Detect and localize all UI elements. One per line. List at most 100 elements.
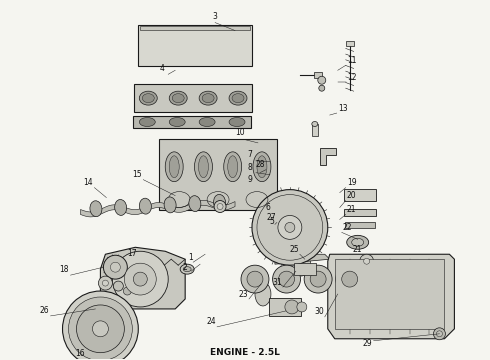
Text: 27: 27: [266, 213, 276, 222]
Circle shape: [214, 201, 226, 212]
Circle shape: [98, 276, 112, 290]
Polygon shape: [80, 200, 235, 217]
Ellipse shape: [199, 117, 215, 126]
Ellipse shape: [169, 156, 179, 178]
Ellipse shape: [214, 194, 225, 210]
Circle shape: [69, 297, 132, 360]
Bar: [312, 124, 318, 136]
Text: ENGINE - 2.5L: ENGINE - 2.5L: [210, 348, 280, 357]
Ellipse shape: [229, 91, 247, 105]
Circle shape: [252, 190, 328, 265]
Bar: [345, 222, 375, 228]
Text: 3: 3: [213, 12, 218, 21]
Text: 30: 30: [314, 307, 324, 316]
Circle shape: [110, 262, 121, 272]
Text: 4: 4: [160, 64, 165, 73]
Ellipse shape: [183, 267, 191, 272]
Circle shape: [217, 203, 223, 210]
Ellipse shape: [255, 282, 271, 306]
Ellipse shape: [229, 117, 245, 126]
Ellipse shape: [142, 94, 154, 103]
Ellipse shape: [352, 238, 364, 246]
Ellipse shape: [90, 201, 102, 217]
Ellipse shape: [172, 94, 184, 103]
Text: 24: 24: [206, 318, 216, 327]
Circle shape: [63, 291, 138, 360]
Ellipse shape: [253, 152, 271, 182]
Circle shape: [304, 265, 332, 293]
Ellipse shape: [139, 198, 151, 214]
Ellipse shape: [224, 152, 242, 182]
Polygon shape: [328, 254, 454, 339]
Circle shape: [278, 216, 302, 239]
Text: 28: 28: [255, 160, 265, 169]
Circle shape: [93, 321, 108, 337]
Bar: [346, 41, 354, 46]
Circle shape: [318, 76, 326, 84]
Bar: [134, 84, 252, 112]
Circle shape: [241, 265, 269, 293]
Ellipse shape: [115, 199, 126, 215]
Circle shape: [336, 265, 364, 293]
Text: 20: 20: [347, 191, 357, 200]
Circle shape: [133, 272, 147, 286]
Bar: [314, 72, 322, 78]
Circle shape: [102, 280, 108, 286]
Text: 18: 18: [59, 265, 68, 274]
Circle shape: [124, 263, 156, 295]
Polygon shape: [100, 247, 185, 309]
Polygon shape: [320, 148, 336, 165]
Circle shape: [319, 85, 325, 91]
Text: 14: 14: [84, 178, 93, 187]
Circle shape: [112, 251, 168, 307]
Ellipse shape: [228, 156, 238, 178]
Text: 10: 10: [235, 129, 245, 138]
Ellipse shape: [169, 91, 187, 105]
Bar: [343, 189, 376, 201]
Ellipse shape: [199, 91, 217, 105]
Bar: [133, 116, 251, 128]
Text: 6: 6: [266, 203, 270, 212]
Ellipse shape: [165, 152, 183, 182]
Bar: [294, 263, 316, 275]
Circle shape: [113, 281, 123, 291]
Ellipse shape: [139, 91, 157, 105]
Circle shape: [297, 302, 307, 312]
Text: 31: 31: [272, 278, 282, 287]
Ellipse shape: [180, 264, 194, 274]
Circle shape: [123, 287, 131, 295]
Bar: [138, 24, 252, 66]
Circle shape: [364, 258, 369, 264]
Text: 21: 21: [353, 245, 363, 254]
Circle shape: [103, 255, 127, 279]
Text: 2: 2: [183, 263, 188, 272]
Circle shape: [285, 222, 295, 232]
Circle shape: [434, 328, 445, 340]
Text: 21: 21: [347, 205, 356, 214]
Ellipse shape: [202, 94, 214, 103]
Text: 12: 12: [347, 73, 356, 82]
Text: 5: 5: [270, 217, 274, 226]
Text: 11: 11: [347, 56, 356, 65]
Bar: [159, 139, 277, 211]
Text: 8: 8: [247, 163, 252, 172]
Text: 23: 23: [238, 289, 248, 298]
Ellipse shape: [333, 283, 350, 306]
Ellipse shape: [347, 235, 368, 249]
Circle shape: [310, 271, 326, 287]
Bar: [269, 298, 301, 316]
Circle shape: [76, 305, 124, 353]
Text: 1: 1: [188, 253, 193, 262]
Text: 7: 7: [247, 150, 252, 159]
Circle shape: [285, 300, 299, 314]
Circle shape: [360, 254, 374, 268]
Circle shape: [342, 271, 358, 287]
Ellipse shape: [195, 152, 213, 182]
Circle shape: [272, 265, 300, 293]
Ellipse shape: [198, 156, 208, 178]
Ellipse shape: [294, 252, 311, 276]
Text: 19: 19: [347, 178, 357, 187]
Polygon shape: [275, 254, 330, 264]
Ellipse shape: [257, 156, 267, 178]
Text: 29: 29: [363, 339, 372, 348]
